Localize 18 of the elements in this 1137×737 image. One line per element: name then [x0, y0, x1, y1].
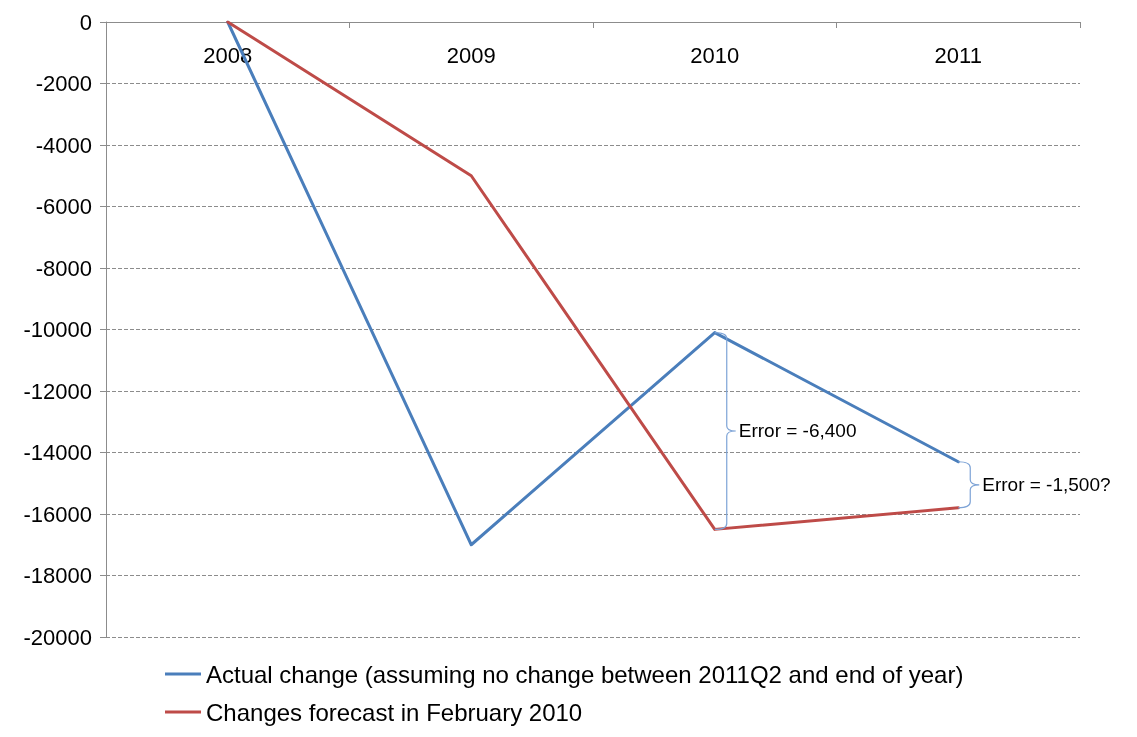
- y-tick-label: -16000: [23, 501, 92, 527]
- legend-label: Actual change (assuming no change between 2011Q2 and end of year): [206, 660, 964, 688]
- y-tick-label: -18000: [23, 563, 92, 588]
- annotation: Error = -1,500?: [982, 474, 1111, 496]
- x-tick-label: 2011: [934, 42, 982, 68]
- x-tick-label: 2010: [690, 42, 740, 68]
- y-tick-label: -20000: [23, 624, 92, 650]
- y-tick-label: -6000: [35, 194, 92, 219]
- legend-label: Changes forecast in February 2010: [206, 698, 583, 726]
- annotation: Error = -6,400: [738, 420, 857, 442]
- y-tick-label: -2000: [35, 71, 92, 96]
- y-tick-label: 0: [79, 9, 92, 35]
- y-tick-label: -12000: [23, 378, 92, 404]
- y-tick-label: -4000: [35, 132, 92, 158]
- x-tick-label: 2009: [446, 42, 496, 68]
- y-tick-label: -14000: [23, 440, 92, 465]
- y-tick-label: -10000: [23, 317, 92, 342]
- y-tick-label: -8000: [35, 255, 92, 281]
